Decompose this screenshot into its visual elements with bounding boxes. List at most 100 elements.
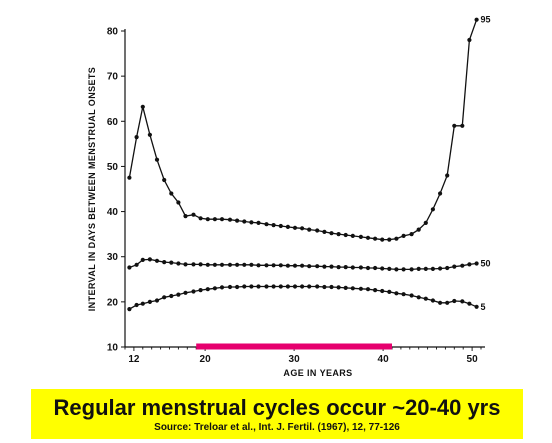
y-tick-label: 30	[107, 252, 119, 263]
data-point	[322, 264, 327, 269]
data-point	[256, 263, 261, 268]
y-tick-label: 50	[107, 162, 119, 173]
data-point	[329, 264, 334, 269]
series-label: 5	[481, 302, 486, 312]
data-point	[365, 287, 371, 292]
data-point	[198, 262, 203, 267]
x-axis-title: AGE IN YEARS	[283, 368, 352, 378]
data-point	[176, 292, 181, 297]
data-point	[205, 287, 210, 292]
highlight-bar	[196, 343, 392, 350]
data-point	[387, 266, 392, 271]
data-point	[271, 223, 276, 228]
data-point	[249, 262, 254, 267]
y-tick-label: 70	[107, 72, 119, 83]
data-point	[227, 284, 233, 290]
data-point	[373, 288, 378, 293]
data-point	[438, 266, 443, 271]
data-point	[452, 298, 457, 304]
data-point	[176, 200, 181, 205]
data-point	[154, 157, 160, 162]
series-label: 95	[481, 15, 491, 25]
data-point	[343, 265, 348, 270]
y-tick-label: 60	[107, 117, 119, 128]
data-point	[300, 226, 305, 231]
data-point	[315, 228, 320, 233]
data-point	[445, 265, 450, 271]
data-point	[169, 260, 174, 265]
data-point	[235, 262, 240, 267]
data-point	[140, 104, 145, 109]
data-point	[315, 284, 320, 289]
data-point	[212, 286, 217, 291]
data-point	[162, 295, 167, 300]
data-point	[394, 236, 399, 241]
series-line-95	[128, 19, 478, 241]
data-point	[127, 307, 132, 312]
data-point	[278, 263, 283, 268]
data-point	[183, 262, 188, 267]
data-point	[474, 304, 479, 309]
data-point	[140, 301, 145, 306]
data-point	[467, 301, 472, 306]
data-point	[249, 220, 254, 225]
y-axis-title: INTERVAL IN DAYS BETWEEN MENSTRUAL ONSET…	[87, 67, 97, 311]
data-point	[365, 265, 371, 271]
data-point	[127, 265, 132, 270]
data-point	[235, 284, 240, 290]
data-point	[300, 263, 305, 268]
y-tick-label: 10	[107, 343, 119, 354]
data-point	[329, 231, 334, 236]
data-point	[271, 284, 276, 289]
data-point	[227, 262, 233, 267]
x-tick-label: 20	[200, 354, 212, 365]
data-point	[416, 227, 421, 232]
data-point	[212, 217, 217, 222]
caption-banner: Regular menstrual cycles occur ~20-40 yr…	[31, 389, 523, 439]
data-point	[256, 284, 261, 289]
data-point	[191, 212, 196, 217]
data-point	[358, 265, 363, 270]
data-point	[409, 267, 414, 272]
data-point	[278, 284, 283, 289]
data-point	[467, 37, 472, 43]
data-point	[169, 293, 174, 299]
data-point	[183, 214, 188, 219]
data-point	[198, 216, 203, 221]
data-point	[401, 292, 406, 297]
data-point	[235, 218, 240, 223]
data-point	[380, 266, 385, 271]
data-point	[227, 217, 233, 222]
data-point	[219, 285, 225, 290]
data-point	[242, 219, 247, 224]
y-tick-label: 20	[107, 297, 119, 308]
data-point	[134, 262, 139, 267]
data-point	[336, 232, 341, 237]
data-point	[300, 284, 305, 289]
axes	[121, 29, 485, 351]
series-label: 50	[481, 258, 491, 268]
data-point	[350, 233, 355, 238]
data-point	[271, 263, 276, 268]
data-point	[307, 227, 312, 232]
data-point	[292, 225, 298, 230]
data-point	[430, 207, 435, 212]
data-point	[285, 263, 290, 268]
data-point	[198, 288, 203, 293]
data-point	[147, 257, 152, 262]
x-tick-label: 12	[128, 354, 140, 365]
data-point	[350, 265, 355, 270]
data-point	[336, 265, 341, 270]
data-point	[373, 265, 378, 271]
data-point	[409, 293, 414, 298]
x-tick-label: 50	[467, 354, 479, 365]
data-point	[134, 135, 139, 140]
data-point	[394, 291, 399, 296]
data-point	[474, 261, 479, 266]
data-point	[445, 173, 450, 178]
caption-source: Source: Treloar et al., Int. J. Fertil. …	[154, 422, 400, 433]
data-point	[205, 262, 210, 267]
data-point	[154, 298, 160, 303]
data-point	[452, 264, 457, 269]
data-point	[460, 123, 465, 128]
